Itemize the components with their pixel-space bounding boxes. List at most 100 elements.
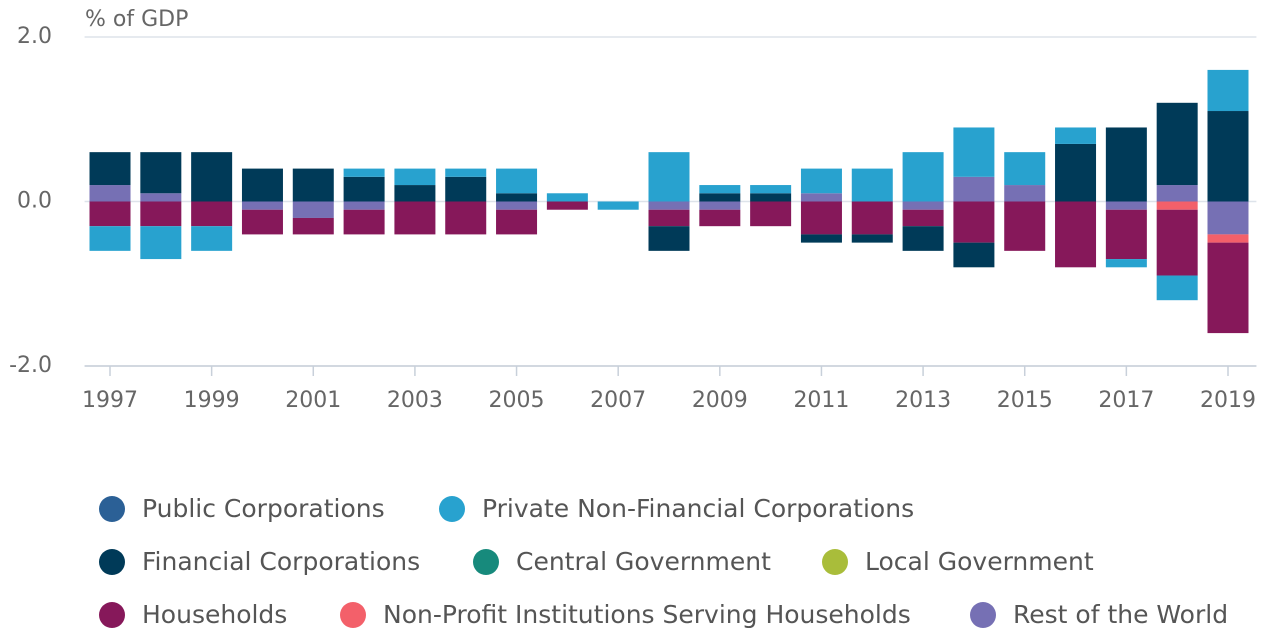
bar-segment [496,193,538,202]
bar-segment [343,201,385,210]
bar-segment [750,185,792,194]
bar-segment [1105,209,1147,260]
bar-segment [902,226,944,251]
x-tick-label: 2019 [1200,388,1256,413]
bar-segment [953,201,995,243]
bar-segment [953,242,995,268]
bar-segment [140,226,182,260]
bar-segment [953,127,995,177]
bar-segment [394,185,436,202]
x-tick-label: 1999 [184,388,240,413]
bar-segment [394,168,436,186]
bar-segment [343,176,385,202]
legend-swatch [822,549,848,575]
bar-segment [1207,242,1249,334]
x-tick-label: 2003 [387,388,443,413]
bar-segment [1055,201,1097,268]
legend-label: Non-Profit Institutions Serving Househol… [383,600,911,629]
bar-segment [292,168,334,202]
legend-swatch [340,602,366,628]
bar-segment [902,152,944,202]
bar-segment [445,176,487,202]
bar-segment [800,234,842,243]
bar-segment [89,185,131,202]
y-tick-label: 2.0 [17,24,52,49]
bar-segment [241,168,283,202]
x-tick-label: 2001 [285,388,341,413]
bar-segment [89,201,131,227]
bar-segment [343,168,385,177]
bar-segment [648,209,690,227]
bar-segment [1156,209,1198,276]
bar-segment [1004,152,1046,186]
legend-label: Public Corporations [142,494,385,523]
bar-segment [1156,275,1198,301]
bar-segment [546,201,588,210]
bar-segment [648,226,690,251]
y-tick-label: -2.0 [9,353,52,378]
y-tick-label: 0.0 [17,189,52,214]
bar-segment [1156,201,1198,210]
x-tick-label: 2013 [895,388,951,413]
bar-segment [1105,127,1147,202]
legend-label: Rest of the World [1013,600,1228,629]
bar-segment [140,201,182,227]
bar-segment [1004,185,1046,202]
bar-segment [241,209,283,235]
bar-segment [750,193,792,202]
bar-segment [241,201,283,210]
x-tick-label: 2009 [692,388,748,413]
bar-segment [343,209,385,235]
bar-segment [292,201,334,218]
bar-segment [902,209,944,227]
bar-segment [699,201,741,210]
bar-segment [140,152,182,194]
bar-segment [292,217,334,235]
legend-label: Households [142,600,287,629]
x-tick-label: 2007 [590,388,646,413]
bar-segment [496,201,538,210]
legend-swatch [473,549,499,575]
legend-label: Central Government [516,547,771,576]
bar-segment [445,168,487,177]
bar-segment [546,193,588,202]
bar-segment [191,152,233,202]
bar-segment [394,201,436,235]
legend-swatch [99,549,125,575]
x-tick-label: 2011 [793,388,849,413]
bar-segment [1207,111,1249,202]
bar-segment [1105,201,1147,210]
bar-segment [800,193,842,202]
bar-segment [496,209,538,235]
x-tick-label: 2015 [997,388,1053,413]
bar-segment [191,226,233,251]
bar-segment [191,201,233,227]
bar-segment [1055,143,1097,202]
bar-segment [800,168,842,194]
bar-segment [89,226,131,251]
bar-segment [1105,259,1147,268]
x-tick-label: 1997 [82,388,138,413]
bar-segment [1004,201,1046,251]
bar-segment [1207,234,1249,243]
bar-segment [699,193,741,202]
bar-segment [953,176,995,202]
y-axis-label: % of GDP [85,7,188,32]
bar-segment [851,201,893,235]
bar-segment [851,234,893,243]
bar-segment [902,201,944,210]
bar-segment [597,201,639,210]
bar-segment [140,193,182,202]
bar-segment [445,201,487,235]
bar-segment [851,168,893,202]
bar-segment [750,201,792,227]
legend-swatch [99,496,125,522]
bar-segment [89,152,131,186]
legend-label: Local Government [865,547,1094,576]
bar-segment [648,152,690,202]
bar-segment [1156,185,1198,202]
bar-segment [1207,69,1249,112]
legend-swatch [970,602,996,628]
bar-segment [699,209,741,227]
